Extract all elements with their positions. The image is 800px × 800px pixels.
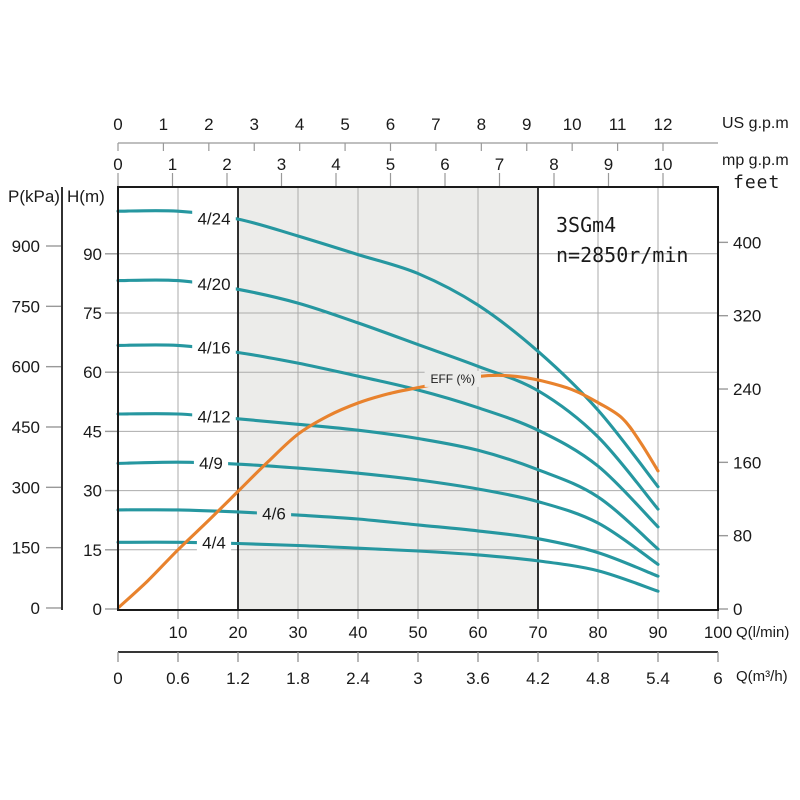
curve-label-bg-412 [192,408,236,425]
us-gpm-tick-label-12: 12 [654,115,673,134]
lmin-tick-label-10: 10 [169,623,188,642]
m3h-tick-label-3.6: 3.6 [466,669,490,688]
kpa-tick-label-150: 150 [12,539,40,558]
curve-label-bg-420 [192,276,236,293]
us-gpm-tick-label-11: 11 [609,115,627,134]
lmin-tick-label-70: 70 [529,623,548,642]
curve-label-4-9: 4/9 [199,454,223,473]
meters-tick-label-45: 45 [83,422,102,441]
m3h-tick-label-2.4: 2.4 [346,669,370,688]
curve-label-bg-44 [196,534,232,551]
us-gpm-tick-label-9: 9 [522,115,531,134]
pump-model-title: 3SGm4 [556,213,617,237]
lmin-tick-label-90: 90 [649,623,668,642]
imp-gpm-tick-label-9: 9 [604,155,613,174]
bottom-axis-lmin-unit: Q(l/min) [736,624,790,641]
imp-gpm-tick-label-6: 6 [440,155,449,174]
feet-tick-label-0: 0 [733,600,742,619]
lmin-tick-label-60: 60 [469,623,488,642]
meters-tick-label-90: 90 [83,245,102,264]
m3h-tick-label-3: 3 [413,669,422,688]
m3h-tick-label-1.2: 1.2 [226,669,250,688]
meters-tick-label-15: 15 [83,541,102,560]
curve-label-bg-424 [192,210,236,227]
us-gpm-tick-label-5: 5 [340,115,349,134]
imp-gpm-tick-label-4: 4 [331,155,340,174]
us-gpm-tick-label-8: 8 [477,115,486,134]
us-gpm-tick-label-2: 2 [204,115,213,134]
m3h-tick-label-0.6: 0.6 [166,669,190,688]
chart-title-block: 3SGm4 n=2850r/min [556,210,688,270]
left-axis-kpa-unit: P(kPa) [8,187,60,206]
imp-gpm-tick-label-7: 7 [495,155,504,174]
lmin-tick-label-30: 30 [289,623,308,642]
feet-tick-label-240: 240 [733,380,761,399]
lmin-tick-label-20: 20 [229,623,248,642]
curve-label-bg-49 [193,454,229,471]
us-gpm-tick-label-3: 3 [250,115,259,134]
curve-label-bg-416 [192,339,236,356]
feet-tick-label-400: 400 [733,233,761,252]
us-gpm-tick-label-4: 4 [295,115,304,134]
efficiency-curve-label: EFF (%) [430,372,475,386]
m3h-tick-label-0: 0 [113,669,122,688]
m3h-tick-label-6: 6 [713,669,722,688]
meters-tick-label-75: 75 [83,304,102,323]
kpa-tick-label-300: 300 [12,478,40,497]
kpa-tick-label-0: 0 [31,599,40,618]
imp-gpm-tick-label-1: 1 [168,155,177,174]
kpa-tick-label-750: 750 [12,297,40,316]
efficiency-curve [117,373,660,609]
bottom-axis-m3h-unit: Q(m³/h) [736,668,788,685]
us-gpm-tick-label-7: 7 [431,115,440,134]
curve-label-4-24: 4/24 [197,209,230,228]
plot-border [117,186,719,611]
head-curve-4-6 [116,508,660,578]
feet-tick-label-320: 320 [733,307,761,326]
imp-gpm-tick-label-5: 5 [386,155,395,174]
imp-gpm-tick-label-3: 3 [277,155,286,174]
curve-label-4-16: 4/16 [197,339,230,358]
right-axis-feet-unit: feet [733,172,781,193]
m3h-tick-label-5.4: 5.4 [646,669,670,688]
meters-tick-label-60: 60 [83,363,102,382]
us-gpm-tick-label-0: 0 [113,115,122,134]
lmin-tick-label-50: 50 [409,623,428,642]
lmin-tick-label-40: 40 [349,623,368,642]
efficiency-label-bg-EFF [424,370,481,387]
kpa-tick-label-450: 450 [12,418,40,437]
m3h-tick-label-4.2: 4.2 [526,669,550,688]
us-gpm-tick-label-6: 6 [386,115,395,134]
curve-label-bg-46 [256,505,292,522]
kpa-tick-label-900: 900 [12,237,40,256]
m3h-tick-label-4.8: 4.8 [586,669,610,688]
feet-tick-label-160: 160 [733,453,761,472]
curve-label-4-6: 4/6 [262,504,286,523]
lmin-tick-label-100: 100 [704,623,732,642]
imp-gpm-tick-label-0: 0 [113,155,122,174]
duty-range-band [238,188,538,609]
curve-label-4-20: 4/20 [197,275,230,294]
us-gpm-tick-label-1: 1 [159,115,168,134]
meters-tick-label-30: 30 [83,482,102,501]
imp-gpm-tick-label-8: 8 [549,155,558,174]
lmin-tick-label-80: 80 [589,623,608,642]
feet-tick-label-80: 80 [733,527,752,546]
curve-label-4-4: 4/4 [202,534,226,553]
kpa-tick-label-600: 600 [12,358,40,377]
m3h-tick-label-1.8: 1.8 [286,669,310,688]
pump-speed-title: n=2850r/min [556,243,689,267]
imp-gpm-tick-label-10: 10 [654,155,673,174]
curve-label-4-12: 4/12 [197,407,230,426]
top-axis-us-gpm-unit: US g.p.m [722,115,789,132]
meters-tick-label-0: 0 [93,600,102,619]
top-axis-imp-gpm-unit: mp g.p.m [722,152,789,169]
us-gpm-tick-label-10: 10 [563,115,582,134]
left-axis-meters-unit: H(m) [67,187,105,206]
imp-gpm-tick-label-2: 2 [222,155,231,174]
